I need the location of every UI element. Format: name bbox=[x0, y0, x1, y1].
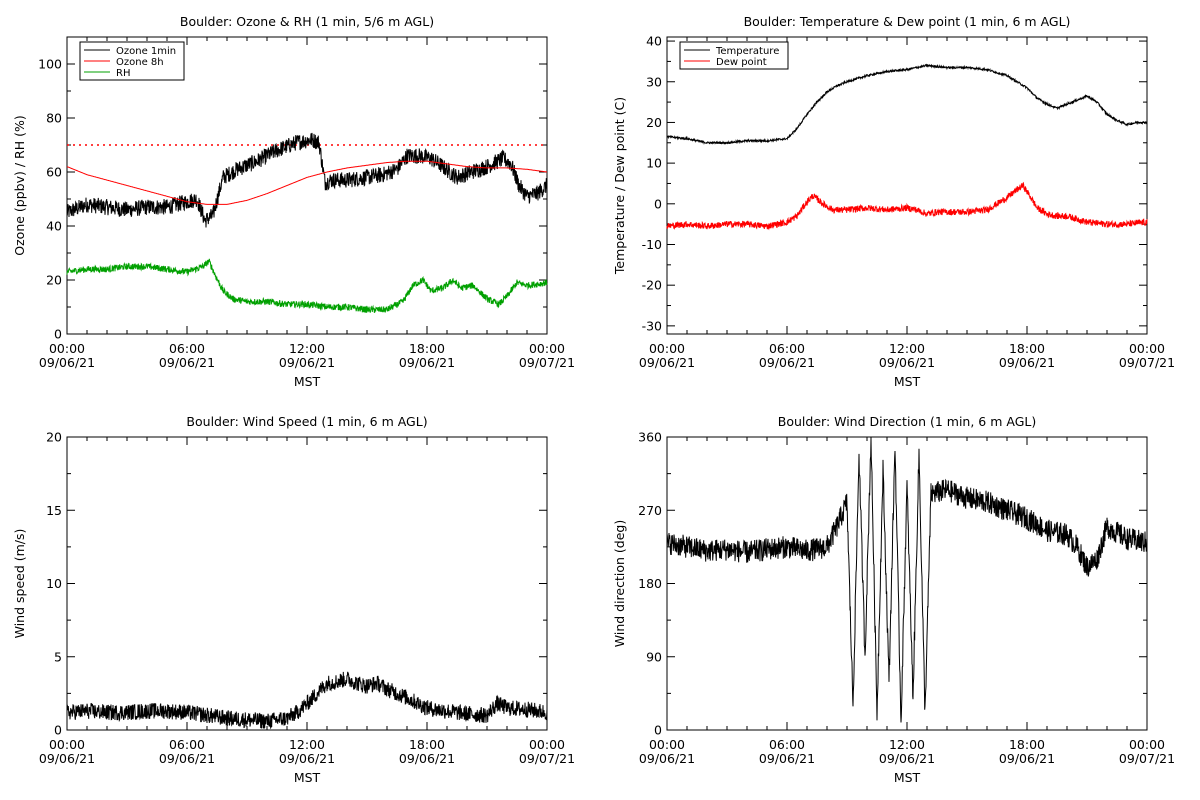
x-tick-date: 09/07/21 bbox=[1119, 355, 1175, 370]
x-tick-date: 09/06/21 bbox=[879, 751, 935, 766]
chart-panel-2: Boulder: Temperature & Dew point (1 min,… bbox=[612, 14, 1175, 389]
series-line-1 bbox=[66, 671, 548, 730]
x-tick-date: 09/06/21 bbox=[999, 355, 1055, 370]
x-tick-date: 09/06/21 bbox=[159, 751, 215, 766]
y-tick-label: 10 bbox=[646, 156, 662, 171]
chart-title: Boulder: Wind Speed (1 min, 6 m AGL) bbox=[186, 414, 427, 429]
y-tick-label: 60 bbox=[46, 165, 62, 180]
chart-title: Boulder: Ozone & RH (1 min, 5/6 m AGL) bbox=[180, 14, 434, 29]
x-tick-date: 09/06/21 bbox=[279, 751, 335, 766]
series-line-2 bbox=[666, 181, 1148, 231]
x-tick-date: 09/06/21 bbox=[39, 751, 95, 766]
series-line-1 bbox=[666, 63, 1148, 145]
x-tick-time: 00:00 bbox=[49, 341, 85, 356]
x-tick-time: 00:00 bbox=[649, 737, 685, 752]
y-tick-label: 0 bbox=[54, 723, 62, 738]
x-tick-time: 00:00 bbox=[649, 341, 685, 356]
y-tick-label: 40 bbox=[646, 34, 662, 49]
x-tick-date: 09/06/21 bbox=[639, 751, 695, 766]
x-tick-time: 12:00 bbox=[289, 341, 325, 356]
y-tick-label: 20 bbox=[46, 273, 62, 288]
x-tick-date: 09/07/21 bbox=[519, 355, 575, 370]
x-axis-label: MST bbox=[894, 374, 921, 389]
x-tick-date: 09/06/21 bbox=[999, 751, 1055, 766]
chart-title: Boulder: Wind Direction (1 min, 6 m AGL) bbox=[778, 414, 1036, 429]
x-tick-date: 09/06/21 bbox=[399, 751, 455, 766]
legend-label: Temperature bbox=[715, 46, 779, 57]
series-line-2 bbox=[66, 160, 547, 205]
series-line-3 bbox=[66, 258, 548, 314]
plot-frame bbox=[666, 36, 1148, 335]
y-tick-label: 360 bbox=[638, 430, 662, 445]
chart-panel-1: Boulder: Ozone & RH (1 min, 5/6 m AGL) 0 2… bbox=[12, 14, 575, 389]
x-tick-time: 18:00 bbox=[409, 341, 445, 356]
x-tick-time: 18:00 bbox=[1009, 341, 1045, 356]
x-tick-date: 09/07/21 bbox=[519, 751, 575, 766]
series-line-1 bbox=[666, 437, 1148, 723]
plot-frame bbox=[66, 436, 548, 731]
x-tick-time: 00:00 bbox=[1129, 341, 1165, 356]
x-tick-date: 09/06/21 bbox=[759, 355, 815, 370]
y-tick-label: 15 bbox=[46, 503, 62, 518]
x-tick-date: 09/06/21 bbox=[279, 355, 335, 370]
x-tick-time: 06:00 bbox=[769, 737, 805, 752]
y-tick-label: 0 bbox=[654, 196, 662, 211]
y-tick-label: 80 bbox=[46, 111, 62, 126]
x-tick-date: 09/06/21 bbox=[639, 355, 695, 370]
y-tick-label: 30 bbox=[646, 74, 662, 89]
y-axis-label: Ozone (ppbv) / RH (%) bbox=[12, 115, 27, 255]
x-tick-time: 00:00 bbox=[49, 737, 85, 752]
legend-label: Dew point bbox=[716, 57, 767, 68]
x-tick-time: 00:00 bbox=[529, 341, 565, 356]
y-tick-label: 5 bbox=[54, 649, 62, 664]
y-tick-label: 100 bbox=[38, 57, 62, 72]
x-tick-time: 12:00 bbox=[889, 737, 925, 752]
x-tick-time: 00:00 bbox=[1129, 737, 1165, 752]
x-tick-time: 00:00 bbox=[529, 737, 565, 752]
x-tick-time: 18:00 bbox=[1009, 737, 1045, 752]
y-tick-label: -30 bbox=[642, 318, 662, 333]
legend-box bbox=[679, 41, 789, 70]
y-tick-label: 90 bbox=[646, 649, 662, 664]
y-tick-label: -20 bbox=[642, 278, 662, 293]
y-axis-label: Temperature / Dew point (C) bbox=[612, 97, 627, 275]
x-axis-label: MST bbox=[294, 374, 321, 389]
x-tick-date: 09/06/21 bbox=[159, 355, 215, 370]
chart-title: Boulder: Temperature & Dew point (1 min,… bbox=[744, 14, 1071, 29]
x-axis-label: MST bbox=[894, 770, 921, 785]
chart-panel-3: Boulder: Wind Speed (1 min, 6 m AGL) 0 5 10… bbox=[12, 414, 575, 785]
legend-label: Ozone 8h bbox=[116, 57, 164, 68]
x-tick-time: 06:00 bbox=[169, 341, 205, 356]
y-tick-label: 20 bbox=[646, 115, 662, 130]
y-tick-label: 270 bbox=[638, 503, 662, 518]
x-tick-time: 06:00 bbox=[769, 341, 805, 356]
x-tick-time: 18:00 bbox=[409, 737, 445, 752]
y-axis-label: Wind speed (m/s) bbox=[12, 529, 27, 639]
legend-label: RH bbox=[116, 68, 130, 79]
y-tick-label: -10 bbox=[642, 237, 662, 252]
y-tick-label: 20 bbox=[46, 430, 62, 445]
y-tick-label: 180 bbox=[638, 576, 662, 591]
y-axis-label: Wind direction (deg) bbox=[612, 520, 627, 647]
x-tick-date: 09/07/21 bbox=[1119, 751, 1175, 766]
series-line-1 bbox=[66, 132, 548, 228]
legend-label: Ozone 1min bbox=[116, 46, 176, 57]
x-tick-date: 09/06/21 bbox=[399, 355, 455, 370]
x-tick-time: 06:00 bbox=[169, 737, 205, 752]
x-tick-date: 09/06/21 bbox=[39, 355, 95, 370]
x-tick-date: 09/06/21 bbox=[759, 751, 815, 766]
chart-panel-4: Boulder: Wind Direction (1 min, 6 m AGL)… bbox=[612, 414, 1175, 785]
x-tick-time: 12:00 bbox=[289, 737, 325, 752]
x-tick-date: 09/06/21 bbox=[879, 355, 935, 370]
y-tick-label: 0 bbox=[54, 327, 62, 342]
y-tick-label: 0 bbox=[654, 723, 662, 738]
y-tick-label: 40 bbox=[46, 219, 62, 234]
x-tick-time: 12:00 bbox=[889, 341, 925, 356]
x-axis-label: MST bbox=[294, 770, 321, 785]
y-tick-label: 10 bbox=[46, 576, 62, 591]
